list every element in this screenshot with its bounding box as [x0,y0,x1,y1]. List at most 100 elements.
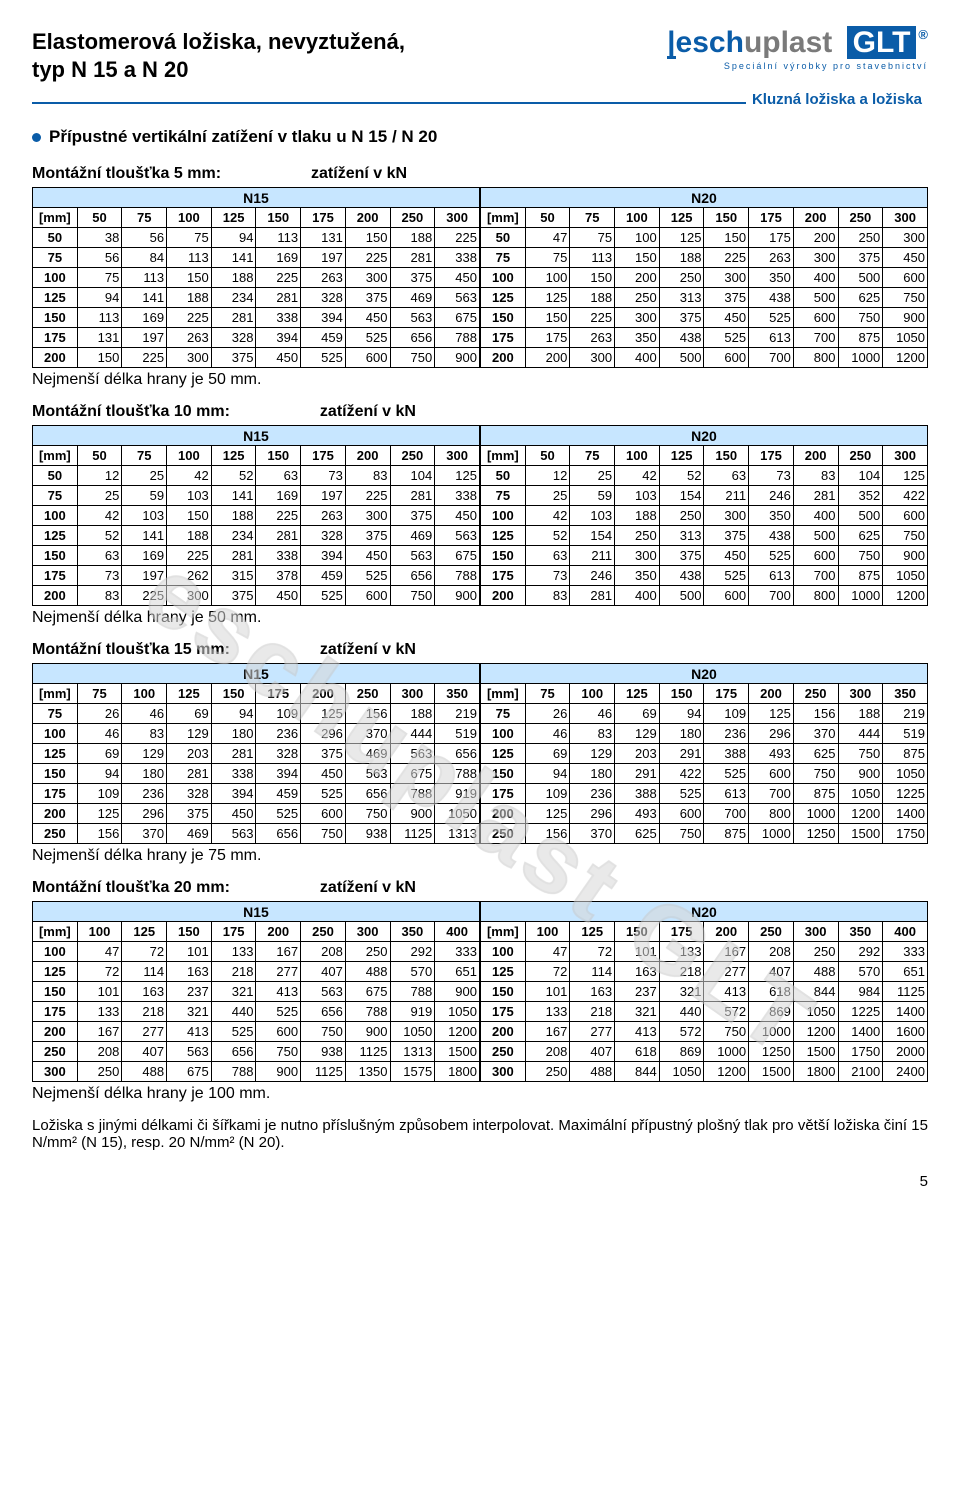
data-cell: 750 [345,804,390,824]
data-cell: 133 [211,942,256,962]
data-table: N20[mm]507510012515017520025030050122542… [480,425,928,606]
data-cell: 450 [883,248,928,268]
data-cell: 263 [570,328,615,348]
data-cell: 131 [77,328,122,348]
data-cell: 875 [883,744,928,764]
data-cell: 114 [570,962,615,982]
data-cell: 375 [659,546,704,566]
col-header: 150 [211,684,256,704]
data-cell: 141 [211,248,256,268]
data-cell: 83 [570,724,615,744]
col-header: 300 [390,684,435,704]
data-cell: 500 [793,526,838,546]
data-cell: 101 [525,982,570,1002]
table-pair: N15[mm]100125150175200250300350400100477… [32,901,928,1082]
data-cell: 75 [570,228,615,248]
data-cell: 277 [256,962,301,982]
data-cell: 469 [390,288,435,308]
data-cell: 250 [615,288,660,308]
group-header: N20 [481,664,928,684]
data-cell: 788 [390,982,435,1002]
data-cell: 63 [525,546,570,566]
data-cell: 133 [525,1002,570,1022]
data-cell: 188 [390,704,435,724]
data-cell: 1050 [435,1002,480,1022]
data-cell: 150 [167,506,212,526]
data-cell: 56 [77,248,122,268]
mm-header: [mm] [33,922,78,942]
data-cell: 225 [345,248,390,268]
col-header: 125 [211,208,256,228]
row-header: 150 [481,982,526,1002]
data-cell: 150 [704,228,749,248]
section-heading: Přípustné vertikální zatížení v tlaku u … [32,127,928,147]
data-cell: 156 [345,704,390,724]
data-cell: 440 [211,1002,256,1022]
data-cell: 156 [525,824,570,844]
row-header: 125 [33,744,78,764]
col-header: 300 [435,208,480,228]
data-cell: 350 [749,506,794,526]
data-cell: 525 [704,328,749,348]
col-header: 75 [525,684,570,704]
data-cell: 218 [659,962,704,982]
data-cell: 450 [301,764,346,784]
data-cell: 300 [615,546,660,566]
data-cell: 69 [525,744,570,764]
data-cell: 281 [390,486,435,506]
data-cell: 375 [390,506,435,526]
row-header: 125 [33,288,78,308]
data-cell: 563 [390,744,435,764]
data-cell: 388 [615,784,660,804]
row-header: 125 [481,962,526,982]
data-cell: 800 [793,348,838,368]
data-cell: 59 [122,486,167,506]
data-cell: 125 [525,804,570,824]
data-cell: 450 [704,546,749,566]
col-header: 100 [615,446,660,466]
data-cell: 83 [77,586,122,606]
data-cell: 262 [167,566,212,586]
data-cell: 1400 [883,1002,928,1022]
data-cell: 1050 [883,764,928,784]
data-cell: 291 [615,764,660,784]
row-header: 75 [481,486,526,506]
data-cell: 570 [390,962,435,982]
data-cell: 469 [167,824,212,844]
data-cell: 488 [345,962,390,982]
data-cell: 169 [122,546,167,566]
data-cell: 129 [167,724,212,744]
thickness-label: Montážní tloušťka 15 mm:zatížení v kN [32,641,928,659]
data-cell: 94 [211,704,256,724]
data-cell: 188 [167,288,212,308]
logo-glt: GLT [847,26,917,59]
data-cell: 675 [435,308,480,328]
data-cell: 375 [301,744,346,764]
col-header: 150 [659,684,704,704]
data-cell: 200 [615,268,660,288]
row-header: 250 [481,1042,526,1062]
data-cell: 25 [525,486,570,506]
data-cell: 46 [525,724,570,744]
data-cell: 750 [704,1022,749,1042]
data-cell: 1200 [704,1062,749,1082]
row-header: 250 [481,824,526,844]
data-cell: 675 [345,982,390,1002]
data-cell: 63 [256,466,301,486]
data-cell: 300 [570,348,615,368]
data-cell: 73 [301,466,346,486]
data-cell: 572 [704,1002,749,1022]
data-cell: 46 [77,724,122,744]
col-header: 175 [301,208,346,228]
min-edge-note: Nejmenší délka hrany je 75 mm. [32,847,928,865]
data-cell: 500 [838,506,883,526]
row-header: 250 [33,1042,78,1062]
data-cell: 131 [301,228,346,248]
data-cell: 47 [77,942,122,962]
data-cell: 321 [615,1002,660,1022]
data-cell: 234 [211,526,256,546]
data-cell: 125 [883,466,928,486]
min-edge-note: Nejmenší délka hrany je 100 mm. [32,1085,928,1103]
data-cell: 1050 [659,1062,704,1082]
row-header: 150 [33,546,78,566]
